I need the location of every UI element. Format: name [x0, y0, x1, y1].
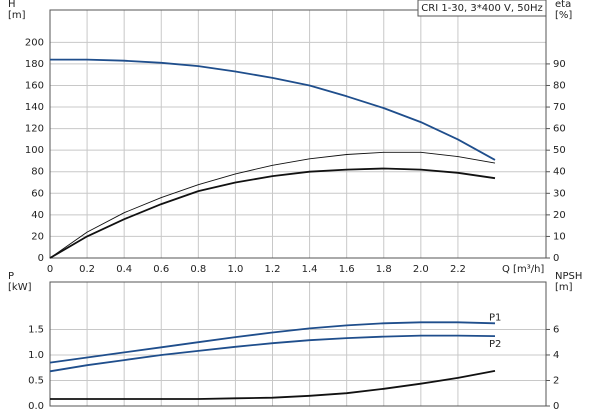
- y-tick-label: 100: [25, 145, 44, 156]
- x-tick-label: 0.2: [79, 264, 95, 275]
- y2-tick-label: 4: [553, 350, 559, 361]
- y-axis-label: H: [8, 0, 16, 10]
- y-tick-label: 1.0: [28, 350, 44, 361]
- y-axis-label: [m]: [8, 10, 26, 21]
- y2-tick-label: 0: [553, 253, 559, 264]
- y2-tick-label: 80: [553, 80, 566, 91]
- y-tick-label: 60: [31, 188, 44, 199]
- y2-axis-label: eta: [555, 0, 571, 10]
- curve: [50, 370, 496, 400]
- x-tick-label: 0.8: [190, 264, 206, 275]
- y2-tick-label: 10: [553, 231, 566, 242]
- x-tick-label: 0: [47, 264, 53, 275]
- y-tick-label: 120: [25, 124, 44, 135]
- y2-tick-label: 90: [553, 59, 566, 70]
- y2-tick-label: 6: [553, 324, 559, 335]
- x-tick-label: 1.8: [376, 264, 392, 275]
- x-axis-label: Q [m³/h]: [502, 264, 544, 275]
- y-tick-label: 0: [38, 253, 44, 264]
- y-tick-label: 20: [31, 231, 44, 242]
- y2-axis-label: [m]: [555, 282, 573, 293]
- curve: [50, 58, 496, 161]
- x-tick-label: 2.2: [450, 264, 466, 275]
- plot-frame: [49, 281, 547, 407]
- y-tick-label: 80: [31, 167, 44, 178]
- x-tick-label: 1.4: [302, 264, 318, 275]
- x-tick-label: 2.0: [413, 264, 429, 275]
- y-tick-label: 0.5: [28, 375, 44, 386]
- y-tick-label: 0.0: [28, 401, 44, 412]
- x-tick-label: 1.0: [227, 264, 243, 275]
- curve: [49, 334, 496, 373]
- y-tick-label: 1.5: [28, 324, 44, 335]
- y-tick-label: 40: [31, 210, 44, 221]
- plot-frame: [49, 9, 547, 259]
- y2-tick-label: 40: [553, 167, 566, 178]
- y-tick-label: 140: [25, 102, 44, 113]
- y-tick-label: 200: [25, 37, 44, 48]
- curve: [49, 151, 496, 259]
- x-tick-label: 1.2: [265, 264, 281, 275]
- title-box: [417, 0, 547, 17]
- y2-tick-label: 0: [553, 401, 559, 412]
- curve: [49, 321, 496, 364]
- y2-tick-label: 70: [553, 102, 566, 113]
- y2-tick-label: 60: [553, 124, 566, 135]
- y-tick-label: 160: [25, 80, 44, 91]
- y2-tick-label: 30: [553, 188, 566, 199]
- chart-title: CRI 1-30, 3*400 V, 50Hz: [421, 3, 542, 14]
- curve: [49, 167, 496, 259]
- curve-label: P2: [489, 339, 501, 350]
- y-axis-label: [kW]: [8, 282, 32, 293]
- y-tick-label: 180: [25, 59, 44, 70]
- x-tick-label: 0.6: [153, 264, 169, 275]
- y2-tick-label: 2: [553, 375, 559, 386]
- y2-tick-label: 20: [553, 210, 566, 221]
- y2-axis-label: NPSH: [555, 271, 582, 282]
- x-tick-label: 0.4: [116, 264, 132, 275]
- curve-label: P1: [489, 312, 501, 323]
- y-axis-label: P: [8, 271, 14, 282]
- x-tick-label: 1.6: [339, 264, 355, 275]
- y2-axis-label: [%]: [555, 10, 572, 21]
- y2-tick-label: 50: [553, 145, 566, 156]
